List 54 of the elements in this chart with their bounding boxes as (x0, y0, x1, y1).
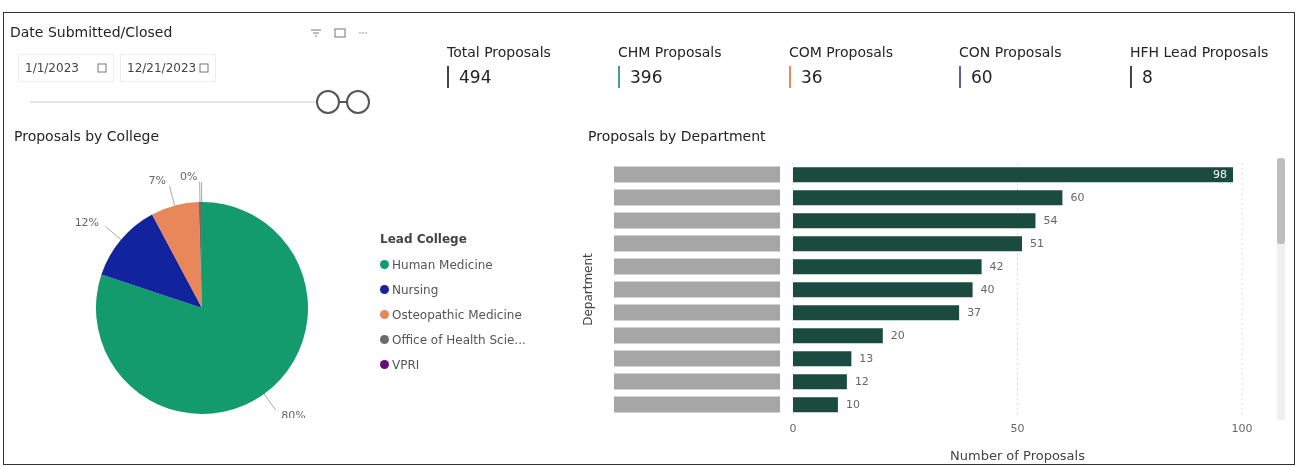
category-label: CON Proposals (959, 44, 1062, 60)
x-tick-label: 100 (1231, 421, 1253, 435)
chart-title: Proposals by College (14, 128, 161, 144)
legend-label: VPRI (392, 357, 420, 372)
bar (793, 305, 960, 321)
data-label: 51 (1029, 237, 1044, 251)
text: Proposals by Department (588, 128, 767, 144)
data-label: 98 (1213, 168, 1228, 182)
bar (793, 374, 847, 390)
category-label: CHM Proposals (618, 44, 722, 60)
data-label: 37 (967, 306, 982, 320)
text: Date Submitted/Closed (10, 24, 174, 40)
x-tick-label: 0 (789, 421, 797, 435)
data-label: 40 (980, 283, 995, 297)
bar (793, 351, 852, 367)
legend-label: Osteopathic Medicine (392, 307, 522, 322)
bar (793, 190, 1063, 206)
text: 1/1/2023 (25, 61, 79, 75)
bar (793, 397, 838, 413)
data-label: 8 (1142, 67, 1153, 87)
data-label: 20 (890, 329, 905, 343)
y-axis-title: Department (581, 252, 596, 326)
legend-title: Lead College (380, 232, 468, 246)
x-tick-label: 50 (1010, 421, 1025, 435)
data-label: 12 (854, 375, 869, 389)
data-label: 42 (989, 260, 1004, 274)
data-label: 80% (281, 408, 306, 422)
bar (793, 213, 1036, 229)
legend-label: Office of Health Scie... (392, 332, 526, 347)
text: 12/21/2023 (127, 61, 197, 75)
bar (793, 236, 1022, 252)
data-label: 0% (180, 169, 198, 183)
bar (793, 328, 883, 344)
data-label: 54 (1043, 214, 1058, 228)
legend-label: Nursing (392, 282, 439, 297)
bar (793, 167, 1234, 183)
data-label: 494 (459, 67, 492, 87)
x-axis-title: Number of Proposals (950, 448, 1086, 463)
data-label: 10 (845, 398, 860, 412)
data-label: 13 (859, 352, 874, 366)
pie-slice (152, 202, 202, 308)
data-label: 12% (74, 216, 100, 230)
legend-label: Human Medicine (392, 257, 493, 272)
data-label: 396 (630, 67, 663, 87)
data-label: 36 (801, 67, 823, 87)
category-label: COM Proposals (789, 44, 894, 60)
category-label: HFH Lead Proposals (1130, 44, 1269, 60)
data-label: 7% (148, 173, 166, 187)
bar (793, 259, 982, 275)
data-label: 60 (971, 67, 993, 87)
category-label: Total Proposals (447, 44, 551, 60)
bar (793, 282, 973, 298)
data-label: 60 (1070, 191, 1085, 205)
pie-slice (101, 214, 202, 308)
